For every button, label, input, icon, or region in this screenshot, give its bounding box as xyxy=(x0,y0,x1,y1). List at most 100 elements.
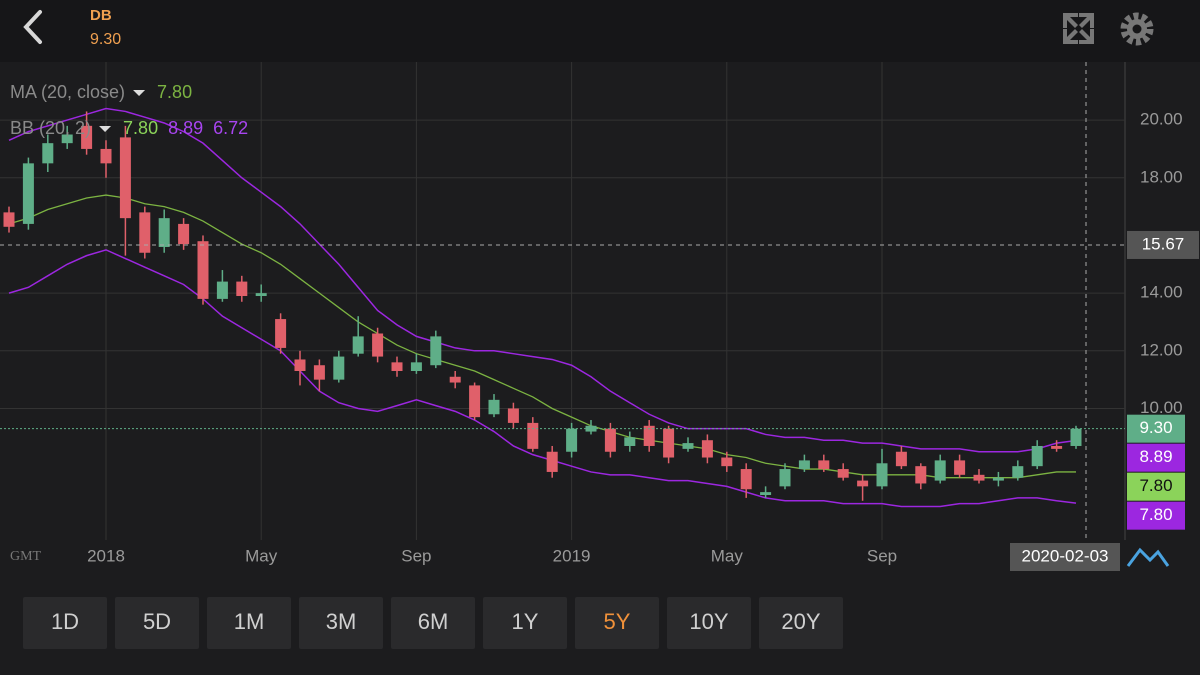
range-label: 3M xyxy=(326,609,357,634)
candle-body xyxy=(1012,466,1024,478)
range-button[interactable] xyxy=(759,597,843,649)
x-tick-label: 2018 xyxy=(87,546,125,565)
ma-line xyxy=(8,194,1076,479)
range-label: 1D xyxy=(51,609,79,634)
gear-hole xyxy=(1132,24,1142,34)
candle-body xyxy=(643,425,655,446)
candle-body xyxy=(42,143,54,164)
range-button[interactable] xyxy=(299,597,383,649)
range-button[interactable] xyxy=(391,597,475,649)
range-label: 1M xyxy=(234,609,265,634)
price-tags: 15.67 2020-02-03 9.30 8.89 7.80 7.80 xyxy=(1010,230,1199,571)
range-button[interactable] xyxy=(575,597,659,649)
y-tick-label: 18.00 xyxy=(1140,167,1183,186)
candle-body xyxy=(1031,445,1043,467)
price-tag-label: 7.80 xyxy=(1139,505,1172,524)
candle-body xyxy=(566,428,578,452)
candle-body xyxy=(992,477,1004,481)
candle-body xyxy=(876,463,888,487)
range-button[interactable] xyxy=(115,597,199,649)
candle-body xyxy=(663,428,675,458)
timezone-label: GMT xyxy=(10,549,42,564)
x-tick-label: May xyxy=(245,546,278,565)
legend-value: 6.72 xyxy=(213,118,248,138)
legend-value: 7.80 xyxy=(157,82,192,102)
candle-body xyxy=(721,457,733,467)
candle-body xyxy=(895,451,907,467)
legend-value: 8.89 xyxy=(168,118,203,138)
range-label: 6M xyxy=(418,609,449,634)
candle-body xyxy=(604,428,616,452)
settings-button[interactable] xyxy=(1120,12,1154,46)
range-label: 1Y xyxy=(512,609,539,634)
range-button[interactable] xyxy=(667,597,751,649)
legend-name: BB (20, 2) xyxy=(10,118,91,138)
candle-body xyxy=(255,293,267,297)
candle-body xyxy=(857,480,869,487)
candle-body xyxy=(119,137,131,219)
candle-body xyxy=(22,163,34,224)
range-button[interactable] xyxy=(207,597,291,649)
back-button[interactable] xyxy=(23,10,42,44)
candle-body xyxy=(585,425,597,432)
legend-dropdown[interactable] xyxy=(133,90,146,96)
range-button[interactable] xyxy=(23,597,107,649)
candle-body xyxy=(488,399,500,415)
candle-body xyxy=(527,422,539,449)
candle-body xyxy=(798,460,810,470)
candle-body xyxy=(430,336,442,366)
price-tag xyxy=(1127,414,1185,443)
candle-body xyxy=(178,223,190,245)
candle-body xyxy=(294,359,306,371)
candle-body xyxy=(760,492,772,496)
legend-name: MA (20, close) xyxy=(10,82,125,102)
crosshair-date: 2020-02-03 xyxy=(1022,546,1109,565)
candle-body xyxy=(449,376,461,383)
candle-body xyxy=(61,134,73,144)
candle-body xyxy=(197,241,209,299)
candle-body xyxy=(1070,428,1082,446)
candle-body xyxy=(158,218,170,247)
candle-body xyxy=(954,460,966,475)
candle-body xyxy=(139,212,151,253)
candle-body xyxy=(275,319,287,348)
y-tick-label: 12.00 xyxy=(1140,340,1183,359)
candle-body xyxy=(973,474,985,481)
legend-value: 7.80 xyxy=(123,118,158,138)
icon-part xyxy=(1079,13,1094,28)
price-tag-label: 9.30 xyxy=(1139,418,1172,437)
fullscreen-button[interactable] xyxy=(1063,13,1094,44)
range-button[interactable] xyxy=(483,597,567,649)
x-tick-label: Sep xyxy=(401,546,431,565)
candle-body xyxy=(391,362,403,371)
price-tag-label: 8.89 xyxy=(1139,447,1172,466)
crosshair-tag xyxy=(1127,230,1199,259)
symbol: DB xyxy=(90,7,112,24)
candle-body xyxy=(1051,445,1063,449)
price-tag xyxy=(1127,472,1185,501)
candle-body xyxy=(216,281,228,299)
range-label: 5Y xyxy=(604,609,631,634)
candle-body xyxy=(100,148,112,164)
candle-body xyxy=(740,469,752,490)
candle-body xyxy=(624,437,636,446)
candle-body xyxy=(410,362,422,371)
x-tick-label: May xyxy=(711,546,744,565)
candle-body xyxy=(682,443,694,449)
y-tick-label: 20.00 xyxy=(1140,110,1183,129)
logo xyxy=(1126,547,1170,567)
candle-body xyxy=(313,365,325,380)
candle-body xyxy=(779,469,791,487)
legend-dropdown[interactable] xyxy=(99,126,112,132)
crosshair-value: 15.67 xyxy=(1142,234,1185,253)
candle-body xyxy=(469,385,481,418)
top-bar xyxy=(0,0,1200,62)
candle-body xyxy=(333,356,345,380)
candle-body xyxy=(81,125,93,149)
y-tick-label: 10.00 xyxy=(1140,398,1183,417)
candle-body xyxy=(546,451,558,472)
icon-part xyxy=(1063,13,1078,28)
candle-body xyxy=(236,281,248,297)
